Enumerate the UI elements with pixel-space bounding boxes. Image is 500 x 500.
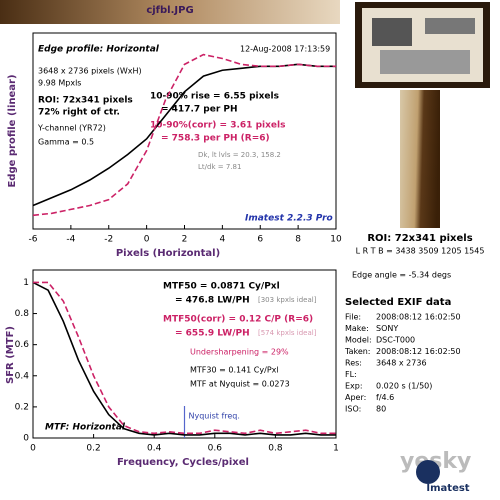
exif-value: 80 bbox=[376, 405, 386, 414]
x-tick-label: 10 bbox=[330, 235, 342, 245]
annotation: Undersharpening = 29% bbox=[190, 348, 289, 357]
exif-key: ISO: bbox=[345, 405, 361, 414]
exif-key: FL: bbox=[345, 370, 357, 379]
x-tick-label: 6 bbox=[257, 235, 263, 245]
mtf-chart: MTF50 = 0.0871 Cy/Pxl = 476.8 LW/PH [303… bbox=[5, 269, 339, 468]
lrtb: L R T B = 3438 3509 1205 1545 bbox=[356, 247, 485, 256]
annotation: 10-90% rise = 6.55 pixels bbox=[150, 92, 279, 102]
x-axis-label: Frequency, Cycles/pixel bbox=[117, 457, 249, 468]
side-panel: ROI: 72x341 pixels L R T B = 3438 3509 1… bbox=[344, 2, 490, 494]
annotation: 10-90%(corr) = 3.61 pixels bbox=[150, 121, 285, 131]
annotation: 9.98 Mpxls bbox=[38, 79, 81, 88]
exif-key: Aper: bbox=[345, 393, 366, 402]
nyquist-label: Nyquist freq. bbox=[189, 412, 240, 421]
edge-crop bbox=[400, 90, 440, 228]
series-line bbox=[33, 281, 336, 435]
exif-key: Exp: bbox=[345, 382, 363, 391]
exif-value: SONY bbox=[376, 324, 398, 333]
x-tick-label: 0.4 bbox=[147, 444, 162, 454]
y-axis-label: SFR (MTF) bbox=[5, 326, 16, 384]
annotation: Lt/dk = 7.81 bbox=[198, 163, 241, 171]
x-tick-label: 0.6 bbox=[208, 444, 223, 454]
annotation: 72% right of ctr. bbox=[38, 108, 120, 118]
y-tick-label: 0.6 bbox=[15, 340, 30, 350]
annotation: MTF: Horizontal bbox=[45, 423, 126, 433]
exif-value: DSC-T000 bbox=[376, 336, 415, 345]
y-tick-label: 0.2 bbox=[15, 402, 29, 412]
exif-title: Selected EXIF data bbox=[345, 297, 451, 308]
exif-key: Taken: bbox=[344, 347, 371, 356]
edge-chart: Edge profile: Horizontal 12-Aug-2008 17:… bbox=[7, 32, 342, 259]
exif-key: File: bbox=[345, 313, 361, 322]
x-tick-label: 2 bbox=[182, 235, 188, 245]
x-tick-label: -6 bbox=[29, 235, 38, 245]
series-line bbox=[32, 53, 336, 217]
annotation: MTF at Nyquist = 0.0273 bbox=[190, 380, 290, 389]
series-line bbox=[32, 281, 336, 436]
annotation: MTF50(corr) = 0.12 C/P (R=6) bbox=[163, 315, 313, 325]
logo-text: Imatest bbox=[426, 483, 469, 494]
edge-angle: Edge angle = -5.34 degs bbox=[352, 271, 451, 280]
logo bbox=[416, 460, 440, 484]
title: cjfbl.JPG bbox=[146, 5, 193, 16]
annotation: Imatest 2.2.3 Pro bbox=[245, 214, 333, 224]
exif-key: Res: bbox=[345, 359, 362, 368]
annotation: MTF30 = 0.141 Cy/Pxl bbox=[190, 366, 279, 375]
annotation: Dk, lt lvls = 20.3, 158.2 bbox=[198, 151, 281, 159]
roi: ROI: 72x341 pixels bbox=[367, 233, 472, 244]
x-tick-label: 0 bbox=[30, 444, 36, 454]
exif-key: Make: bbox=[345, 324, 369, 333]
exif-key: Model: bbox=[345, 336, 372, 345]
header-bar bbox=[0, 0, 340, 24]
series-line bbox=[32, 63, 336, 207]
annotation: [574 kpxls ideal] bbox=[258, 329, 317, 337]
annotation: ROI: 72x341 pixels bbox=[38, 96, 133, 106]
x-tick-label: 0 bbox=[144, 235, 150, 245]
x-axis-label: Pixels (Horizontal) bbox=[116, 248, 220, 259]
y-tick-label: 0 bbox=[23, 434, 29, 444]
x-tick-label: -2 bbox=[104, 235, 113, 245]
x-tick-label: -4 bbox=[66, 235, 75, 245]
exif-value: 3648 x 2736 bbox=[376, 359, 427, 368]
exif-list: File: 2008:08:12 16:02:50 Make: SONY Model: D… bbox=[344, 313, 461, 414]
x-tick-label: 8 bbox=[295, 235, 301, 245]
thumbnail-pattern bbox=[425, 18, 475, 34]
annotation: MTF50 = 0.0871 Cy/Pxl bbox=[163, 282, 280, 292]
annotation: Gamma = 0.5 bbox=[38, 138, 94, 147]
exif-value: 0.020 s (1/50) bbox=[376, 382, 432, 391]
thumbnail-pattern bbox=[380, 50, 470, 74]
x-tick-label: 1 bbox=[333, 444, 339, 454]
x-tick-label: 0.2 bbox=[86, 444, 100, 454]
y-tick-label: 0.4 bbox=[15, 371, 30, 381]
thumbnail-pattern bbox=[372, 18, 412, 46]
annotation: Y-channel (YR72) bbox=[37, 124, 106, 133]
x-tick-label: 0.8 bbox=[268, 444, 283, 454]
y-tick-label: 0.8 bbox=[15, 309, 30, 319]
annotation: = 758.3 per PH (R=6) bbox=[161, 134, 270, 144]
annotation: 3648 x 2736 pixels (WxH) bbox=[38, 67, 142, 76]
annotation: = 476.8 LW/PH bbox=[175, 296, 250, 306]
exif-value: 2008:08:12 16:02:50 bbox=[376, 313, 461, 322]
y-axis-label: Edge profile (linear) bbox=[7, 74, 18, 187]
annotation: 12-Aug-2008 17:13:59 bbox=[240, 45, 330, 54]
x-tick-label: 4 bbox=[220, 235, 226, 245]
annotation: Edge profile: Horizontal bbox=[38, 45, 160, 55]
annotation: = 655.9 LW/PH bbox=[175, 329, 250, 339]
y-tick-label: 1 bbox=[23, 278, 29, 288]
annotation: = 417.7 per PH bbox=[161, 105, 238, 115]
exif-value: 2008:08:12 16:02:50 bbox=[376, 347, 461, 356]
annotation: [303 kpxls ideal] bbox=[258, 296, 317, 304]
exif-value: f/4.6 bbox=[376, 393, 394, 402]
